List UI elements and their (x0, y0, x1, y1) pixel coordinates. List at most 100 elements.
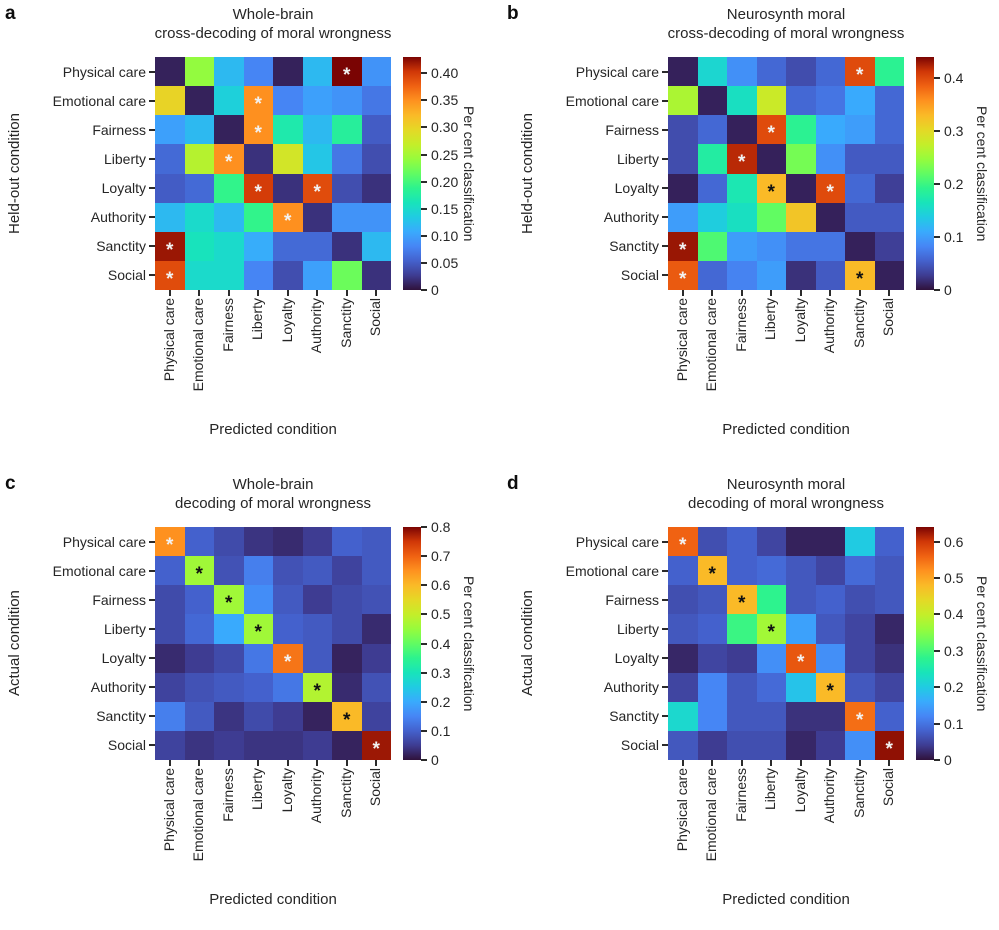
column-label: Fairness (219, 298, 236, 352)
colorbar-tick-label: 0.15 (431, 200, 459, 217)
heatmap-cell (668, 643, 698, 673)
significance-star: * (372, 738, 380, 760)
heatmap-cell (756, 202, 786, 232)
heatmap-cell (214, 260, 244, 290)
row-label: Emotional care (565, 562, 659, 579)
heatmap-cell (756, 701, 786, 731)
heatmap-cell (845, 643, 875, 673)
heatmap-cell: * (668, 231, 698, 261)
x-axis-tick (316, 760, 319, 766)
heatmap-cell: * (155, 231, 185, 261)
heatmap-cell (273, 585, 303, 615)
heatmap-cell (155, 643, 185, 673)
heatmap-cell (786, 730, 816, 760)
heatmap-cell (155, 672, 185, 702)
heatmap-cell: * (668, 260, 698, 290)
y-axis-tick (662, 187, 668, 190)
colorbar-tick (934, 649, 940, 652)
panel-a: a Whole-brain cross-decoding of moral wr… (0, 0, 499, 460)
heatmap-cell (155, 86, 185, 116)
heatmap-cell (786, 173, 816, 203)
colorbar-label: Per cent classification (974, 105, 990, 242)
heatmap-cell (155, 173, 185, 203)
heatmap-cell (845, 527, 875, 557)
heatmap-cell: * (874, 730, 904, 760)
heatmap-cell: * (214, 144, 244, 174)
colorbar (403, 57, 421, 290)
x-axis-tick (799, 290, 802, 296)
heatmap-cell (302, 260, 332, 290)
heatmap-cell: * (243, 86, 273, 116)
heatmap-cell (184, 701, 214, 731)
heatmap-cell (845, 672, 875, 702)
x-axis-tick (770, 760, 773, 766)
heatmap-cell (214, 202, 244, 232)
heatmap-cell (332, 144, 362, 174)
heatmap-cell (697, 144, 727, 174)
heatmap-grid: * * * * * * * * (668, 57, 904, 290)
panel-d: d Neurosynth moral decoding of moral wro… (507, 470, 999, 930)
heatmap-cell (332, 231, 362, 261)
y-axis-tick (662, 216, 668, 219)
heatmap-cell (214, 115, 244, 145)
heatmap-cell (214, 614, 244, 644)
y-axis-tick (149, 540, 155, 543)
x-axis-tick (168, 760, 171, 766)
colorbar-tick (421, 613, 427, 616)
heatmap-cell: * (756, 173, 786, 203)
heatmap-grid: * * * * * * * * * (155, 57, 391, 290)
x-axis-tick (740, 290, 743, 296)
row-label: Emotional care (565, 92, 659, 109)
heatmap-cell (697, 202, 727, 232)
y-axis-tick (662, 569, 668, 572)
heatmap-cell (184, 643, 214, 673)
colorbar-tick-label: 0.4 (944, 606, 964, 623)
heatmap-cell: * (155, 527, 185, 557)
heatmap-cell (214, 643, 244, 673)
colorbar-tick (421, 72, 427, 75)
heatmap-cell (243, 556, 273, 586)
column-label: Physical care (160, 298, 177, 382)
heatmap-cell (727, 672, 757, 702)
panel-c-title-line2: decoding of moral wrongness (175, 495, 371, 512)
heatmap-cell (302, 231, 332, 261)
heatmap-cell (786, 115, 816, 145)
heatmap-cell (155, 202, 185, 232)
y-axis-tick (149, 569, 155, 572)
row-label: Emotional care (52, 562, 146, 579)
column-label: Emotional care (190, 298, 207, 392)
colorbar-tick (421, 759, 427, 761)
column-label: Fairness (219, 768, 236, 822)
heatmap-cell: * (214, 585, 244, 615)
heatmap-cell (361, 614, 391, 644)
colorbar (403, 527, 421, 760)
heatmap-cell (273, 115, 303, 145)
x-axis-label: Predicted condition (209, 421, 337, 438)
heatmap-cell (756, 144, 786, 174)
heatmap-cell (361, 115, 391, 145)
heatmap-cell (214, 730, 244, 760)
colorbar-tick (934, 576, 940, 579)
column-label: Social (880, 768, 897, 807)
significance-star: * (738, 152, 746, 174)
colorbar-tick-label: 0.6 (431, 577, 451, 594)
colorbar-tick (421, 261, 427, 264)
heatmap-cell (815, 701, 845, 731)
panel-b: b Neurosynth moral cross-decoding of mor… (507, 0, 999, 460)
x-axis-tick (375, 290, 378, 296)
heatmap-cell (273, 672, 303, 702)
column-label: Fairness (732, 768, 749, 822)
row-label: Authority (90, 209, 146, 226)
panel-b-title-line1: Neurosynth moral (726, 6, 846, 23)
significance-star: * (313, 680, 321, 702)
significance-star: * (166, 239, 174, 261)
heatmap-cell (273, 260, 303, 290)
heatmap-cell (184, 115, 214, 145)
y-axis-tick (662, 99, 668, 102)
heatmap-cell: * (302, 672, 332, 702)
significance-star: * (856, 65, 864, 87)
y-axis-tick (149, 157, 155, 160)
heatmap-cell (845, 556, 875, 586)
heatmap-cell: * (756, 614, 786, 644)
heatmap-cell (697, 701, 727, 731)
